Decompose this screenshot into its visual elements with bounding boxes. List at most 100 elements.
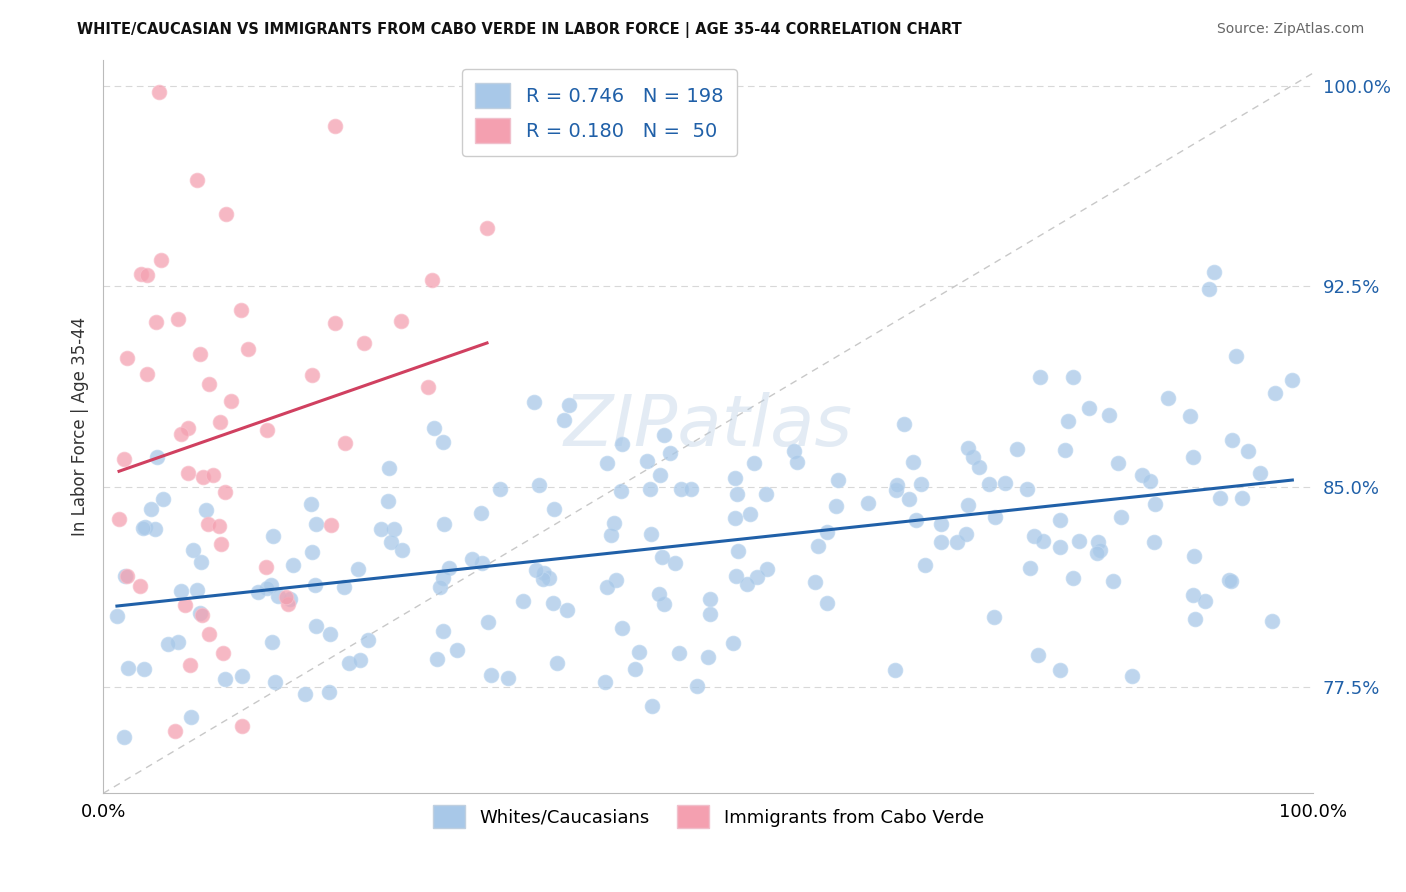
Point	[254, 559, 277, 574]
Point	[274, 590, 297, 604]
Point	[477, 615, 499, 630]
Point	[1219, 574, 1241, 589]
Point	[527, 478, 550, 492]
Legend: Whites/Caucasians, Immigrants from Cabo Verde: Whites/Caucasians, Immigrants from Cabo …	[425, 798, 991, 836]
Point	[1281, 373, 1303, 387]
Point	[263, 675, 285, 690]
Point	[1143, 535, 1166, 549]
Point	[112, 451, 135, 466]
Text: ZIPatlas: ZIPatlas	[564, 392, 852, 461]
Point	[418, 379, 440, 393]
Point	[817, 596, 839, 610]
Point	[165, 723, 187, 738]
Point	[1090, 542, 1112, 557]
Point	[391, 542, 413, 557]
Point	[231, 303, 253, 318]
Point	[179, 658, 201, 673]
Point	[1230, 491, 1253, 506]
Point	[738, 507, 761, 521]
Point	[262, 528, 284, 542]
Point	[215, 207, 238, 221]
Point	[1062, 572, 1084, 586]
Point	[1085, 546, 1108, 560]
Point	[420, 273, 443, 287]
Point	[1208, 491, 1230, 505]
Point	[681, 482, 703, 496]
Point	[1218, 573, 1240, 587]
Point	[593, 675, 616, 690]
Point	[596, 456, 619, 470]
Point	[957, 498, 980, 512]
Point	[148, 85, 170, 99]
Point	[115, 568, 138, 582]
Point	[962, 450, 984, 465]
Point	[262, 635, 284, 649]
Point	[600, 527, 623, 541]
Point	[180, 710, 202, 724]
Point	[117, 661, 139, 675]
Point	[347, 562, 370, 576]
Point	[727, 544, 749, 558]
Point	[543, 597, 565, 611]
Point	[426, 652, 449, 666]
Point	[555, 603, 578, 617]
Point	[167, 312, 190, 326]
Point	[132, 663, 155, 677]
Point	[955, 527, 977, 541]
Point	[186, 172, 208, 186]
Point	[496, 671, 519, 685]
Point	[815, 524, 838, 539]
Point	[143, 522, 166, 536]
Point	[856, 496, 879, 510]
Point	[1053, 442, 1076, 457]
Point	[231, 719, 253, 733]
Point	[725, 487, 748, 501]
Point	[231, 669, 253, 683]
Point	[433, 516, 456, 531]
Point	[886, 483, 908, 497]
Point	[610, 483, 633, 498]
Point	[648, 468, 671, 483]
Text: Source: ZipAtlas.com: Source: ZipAtlas.com	[1216, 22, 1364, 37]
Point	[1184, 612, 1206, 626]
Point	[1005, 442, 1028, 456]
Point	[1062, 369, 1084, 384]
Point	[188, 347, 211, 361]
Point	[319, 518, 342, 533]
Point	[475, 220, 498, 235]
Point	[277, 597, 299, 611]
Point	[214, 485, 236, 500]
Point	[170, 426, 193, 441]
Point	[146, 450, 169, 465]
Point	[979, 477, 1001, 491]
Point	[136, 367, 159, 381]
Point	[108, 511, 131, 525]
Point	[1264, 385, 1286, 400]
Point	[804, 574, 827, 589]
Point	[305, 516, 328, 531]
Point	[724, 511, 747, 525]
Point	[648, 587, 671, 601]
Point	[177, 466, 200, 480]
Point	[105, 608, 128, 623]
Point	[524, 564, 547, 578]
Point	[152, 491, 174, 506]
Point	[479, 668, 502, 682]
Point	[1237, 444, 1260, 458]
Point	[370, 522, 392, 536]
Point	[654, 428, 676, 442]
Point	[429, 580, 451, 594]
Point	[1260, 614, 1282, 628]
Point	[446, 643, 468, 657]
Point	[489, 482, 512, 496]
Point	[1049, 513, 1071, 527]
Point	[610, 437, 633, 451]
Point	[897, 492, 920, 507]
Point	[825, 499, 848, 513]
Point	[886, 478, 908, 492]
Point	[641, 698, 664, 713]
Point	[422, 421, 444, 435]
Point	[197, 376, 219, 391]
Point	[432, 571, 454, 585]
Point	[470, 556, 492, 570]
